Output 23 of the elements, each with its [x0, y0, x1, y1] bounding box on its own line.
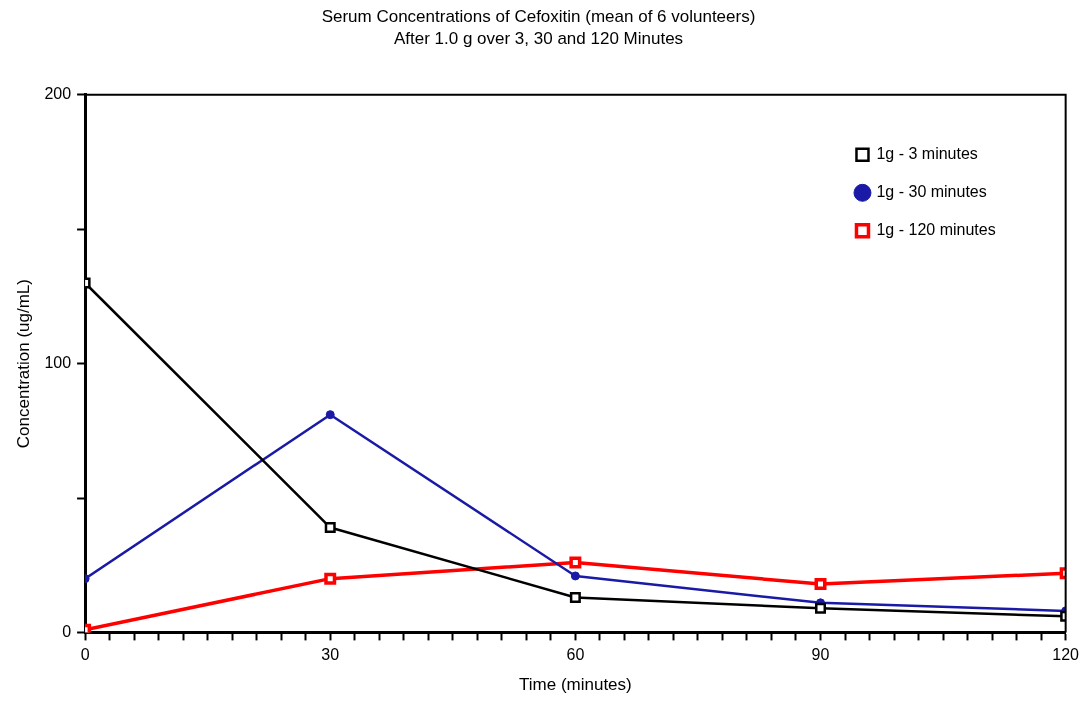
- y-tick-label: 100: [44, 354, 72, 372]
- point: [569, 556, 582, 569]
- y-axis-title: Concentration (ug/mL): [13, 279, 33, 449]
- chart-subtitle: After 1.0 g over 3, 30 and 120 Minutes: [393, 29, 684, 49]
- legend-label: 1g - 120 minutes: [876, 221, 996, 239]
- x-tick-label: 120: [1052, 646, 1080, 664]
- point: [324, 522, 336, 534]
- point: [570, 571, 580, 581]
- legend-label: 1g - 3 minutes: [876, 145, 978, 163]
- point: [814, 578, 827, 591]
- point: [325, 410, 335, 420]
- x-tick-label: 60: [566, 646, 585, 664]
- point: [324, 572, 337, 585]
- point: [815, 602, 827, 614]
- x-tick-label: 30: [321, 646, 340, 664]
- chart-title: Serum Concentrations of Cefoxitin (mean of 6 volunteers): [321, 6, 756, 26]
- x-axis-title: Time (minutes): [519, 675, 632, 695]
- x-tick-label: 0: [80, 646, 90, 664]
- y-tick-label: 0: [62, 622, 72, 640]
- y-tick-label: 200: [44, 85, 72, 103]
- legend-label: 1g - 30 minutes: [876, 183, 987, 201]
- x-tick-label: 90: [811, 646, 830, 664]
- point: [569, 591, 581, 603]
